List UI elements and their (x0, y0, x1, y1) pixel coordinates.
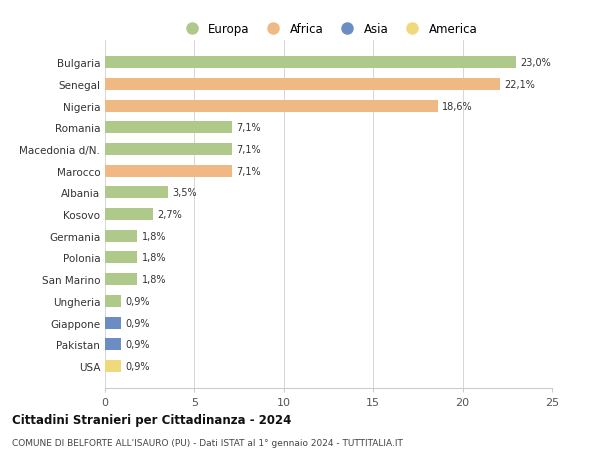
Bar (105, 360, 121, 372)
Text: 23,0%: 23,0% (521, 58, 551, 68)
Text: 0,9%: 0,9% (125, 318, 150, 328)
Bar (105, 230, 137, 242)
Bar (105, 187, 167, 199)
Text: 7,1%: 7,1% (236, 145, 261, 155)
Text: Cittadini Stranieri per Cittadinanza - 2024: Cittadini Stranieri per Cittadinanza - 2… (12, 413, 292, 426)
Text: 7,1%: 7,1% (236, 166, 261, 176)
Text: 0,9%: 0,9% (125, 340, 150, 349)
Text: 1,8%: 1,8% (142, 253, 166, 263)
Text: 2,7%: 2,7% (158, 210, 182, 219)
Text: 0,9%: 0,9% (125, 361, 150, 371)
Bar (105, 339, 121, 351)
Bar (105, 165, 232, 177)
Text: COMUNE DI BELFORTE ALL'ISAURO (PU) - Dati ISTAT al 1° gennaio 2024 - TUTTITALIA.: COMUNE DI BELFORTE ALL'ISAURO (PU) - Dat… (12, 438, 403, 448)
Text: 7,1%: 7,1% (236, 123, 261, 133)
Legend: Europa, Africa, Asia, America: Europa, Africa, Asia, America (176, 19, 481, 39)
Bar (105, 274, 137, 285)
Bar (105, 122, 232, 134)
Bar (105, 317, 121, 329)
Text: 22,1%: 22,1% (505, 80, 535, 90)
Text: 1,8%: 1,8% (142, 231, 166, 241)
Bar (105, 252, 137, 264)
Bar (105, 101, 437, 112)
Text: 0,9%: 0,9% (125, 296, 150, 306)
Bar (105, 144, 232, 156)
Text: 18,6%: 18,6% (442, 101, 473, 112)
Bar (105, 295, 121, 307)
Bar (105, 57, 516, 69)
Bar (105, 78, 500, 90)
Text: 1,8%: 1,8% (142, 274, 166, 285)
Text: 3,5%: 3,5% (172, 188, 197, 198)
Bar (105, 209, 153, 220)
